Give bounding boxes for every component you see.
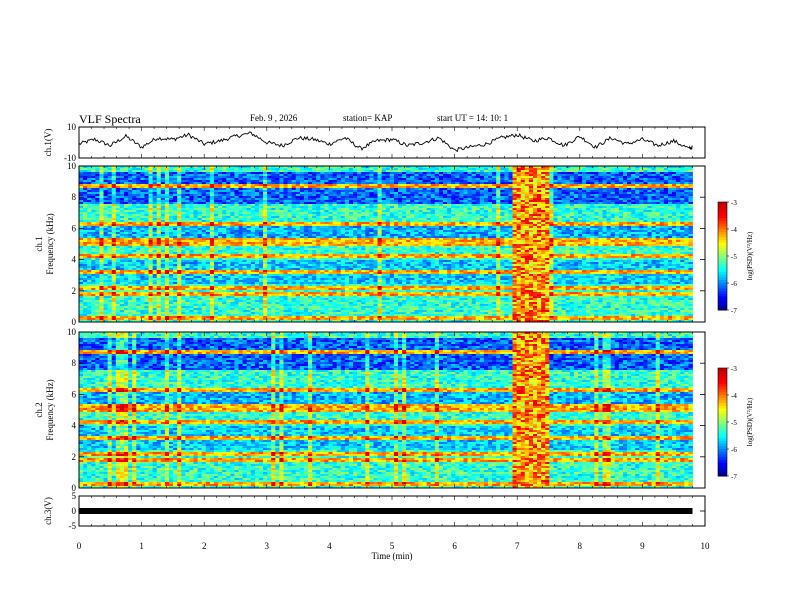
ch1-ylabel: ch.1(V) — [43, 129, 53, 157]
ch1-spec-heatmap — [79, 166, 693, 322]
ch1-ytick-label: 10 — [67, 122, 77, 132]
ch1-waveform-line — [79, 132, 692, 152]
ch1-frame — [79, 127, 705, 158]
